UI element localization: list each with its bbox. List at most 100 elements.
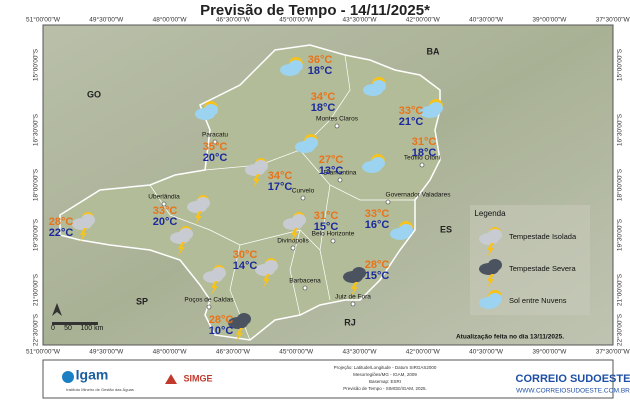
simge-logo <box>165 374 177 384</box>
longitude-label: 37°30'00"W <box>596 16 630 24</box>
brand: CORREIO SUDOESTE <box>516 373 630 385</box>
cloud-icon <box>488 259 502 271</box>
longitude-label: 39°00'00"W <box>532 16 567 24</box>
longitude-label: 43°30'00"W <box>343 348 378 356</box>
footer-note: Basemap: ESRI <box>369 379 401 384</box>
longitude-label: 51°00'00"W <box>26 348 61 356</box>
title: Previsão de Tempo - 14/11/2025* <box>200 2 430 19</box>
min-temperature: 20°C <box>203 152 228 164</box>
city-dot <box>337 177 343 183</box>
city-dot <box>419 162 425 168</box>
city-label: Montes Claros <box>316 116 359 123</box>
city-dot <box>334 123 340 129</box>
max-temperature: 34°C <box>268 170 293 182</box>
longitude-label: 46°30'00"W <box>216 16 251 24</box>
min-temperature: 15°C <box>365 270 390 282</box>
cloud-icon <box>488 229 502 241</box>
min-temperature: 17°C <box>268 181 293 193</box>
cloud-icon <box>81 214 95 226</box>
longitude-label: 45°00'00"W <box>279 16 314 24</box>
lightning-icon <box>263 274 270 288</box>
city-dot <box>385 199 391 205</box>
max-temperature: 35°C <box>203 141 228 153</box>
city-label: Poços de Caldas <box>184 297 234 304</box>
cloud-icon <box>204 104 218 116</box>
lightning-icon <box>80 228 87 242</box>
city-dot <box>206 304 212 310</box>
latitude-label: 16°30'00"S <box>32 113 40 146</box>
min-temperature: 21°C <box>399 116 424 128</box>
city-dot <box>300 195 306 201</box>
state-label: BA <box>427 46 440 56</box>
city-label: Belo Horizonte <box>312 231 355 238</box>
max-temperature: 30°C <box>233 249 258 261</box>
update-note: Atualização feita no dia 13/11/2025. <box>456 334 564 341</box>
state-label: GO <box>87 89 101 99</box>
latitude-label: 21°00'00"S <box>616 273 624 306</box>
igam-logo <box>62 371 74 383</box>
max-temperature: 28°C <box>365 259 390 271</box>
min-temperature: 18°C <box>308 65 333 77</box>
max-temperature: 33°C <box>153 205 178 217</box>
state-label: SP <box>136 296 148 306</box>
scale-label: 0 <box>51 325 55 332</box>
max-temperature: 31°C <box>314 210 339 222</box>
max-temperature: 34°C <box>311 91 336 103</box>
city-label: Governador Valadares <box>386 192 452 199</box>
cloud-icon <box>212 267 226 279</box>
legend-item: Sol entre Nuvens <box>509 296 567 305</box>
lightning-icon <box>291 228 298 242</box>
min-temperature: 14°C <box>233 260 258 272</box>
city-label: Teófilo Otoni <box>404 155 440 162</box>
longitude-label: 42°00'00"W <box>406 348 441 356</box>
lightning-icon <box>211 281 218 295</box>
max-temperature: 31°C <box>412 136 437 148</box>
latitude-label: 16°30'00"S <box>616 113 624 146</box>
longitude-label: 39°00'00"W <box>532 348 567 356</box>
legend-item: Tempestade Severa <box>509 264 577 273</box>
footer-box <box>42 359 614 399</box>
lightning-icon <box>195 211 202 225</box>
legend-title: Legenda <box>474 209 506 218</box>
cloud-icon <box>196 197 210 209</box>
longitude-label: 49°30'00"W <box>89 16 124 24</box>
min-temperature: 10°C <box>209 325 234 337</box>
max-temperature: 33°C <box>399 105 424 117</box>
longitude-label: 48°00'00"W <box>153 348 188 356</box>
state-label: ES <box>440 224 452 234</box>
city-dot <box>302 285 308 291</box>
max-temperature: 36°C <box>308 54 333 66</box>
scale-label: 100 km <box>81 325 104 332</box>
scale-bar <box>52 322 98 325</box>
latitude-label: 21°00'00"S <box>32 273 40 306</box>
longitude-label: 48°00'00"W <box>153 16 188 24</box>
latitude-label: 18°00'00"S <box>32 168 40 201</box>
city-label: Divinópolis <box>277 238 309 245</box>
min-temperature: 20°C <box>153 216 178 228</box>
longitude-label: 49°30'00"W <box>89 348 124 356</box>
latitude-label: 19°30'00"S <box>616 218 624 251</box>
longitude-label: 42°00'00"W <box>406 16 441 24</box>
footer-note: Projeção: Latitude/Longitude - Datum SIR… <box>334 365 437 370</box>
longitude-label: 40°30'00"W <box>469 348 504 356</box>
city-dot <box>350 301 356 307</box>
latitude-label: 19°30'00"S <box>32 218 40 251</box>
city-label: Juiz de Fora <box>335 294 371 301</box>
min-temperature: 15°C <box>314 221 339 233</box>
cloud-icon <box>304 137 318 149</box>
igam-subtitle: Instituto Mineiro de Gestão das Águas <box>66 387 134 392</box>
igam-name: Igam <box>76 367 109 383</box>
city-label: Diamantina <box>324 170 357 177</box>
longitude-label: 51°00'00"W <box>26 16 61 24</box>
longitude-label: 37°30'00"W <box>596 348 630 356</box>
lightning-icon <box>487 274 494 288</box>
city-dot <box>161 201 167 207</box>
lightning-icon <box>178 242 185 256</box>
cloud-icon <box>488 293 502 305</box>
latitude-label: 18°00'00"S <box>616 168 624 201</box>
longitude-label: 45°00'00"W <box>279 348 314 356</box>
latitude-label: 15°00'00"S <box>616 48 624 81</box>
min-temperature: 18°C <box>412 147 437 159</box>
lightning-icon <box>487 243 494 257</box>
